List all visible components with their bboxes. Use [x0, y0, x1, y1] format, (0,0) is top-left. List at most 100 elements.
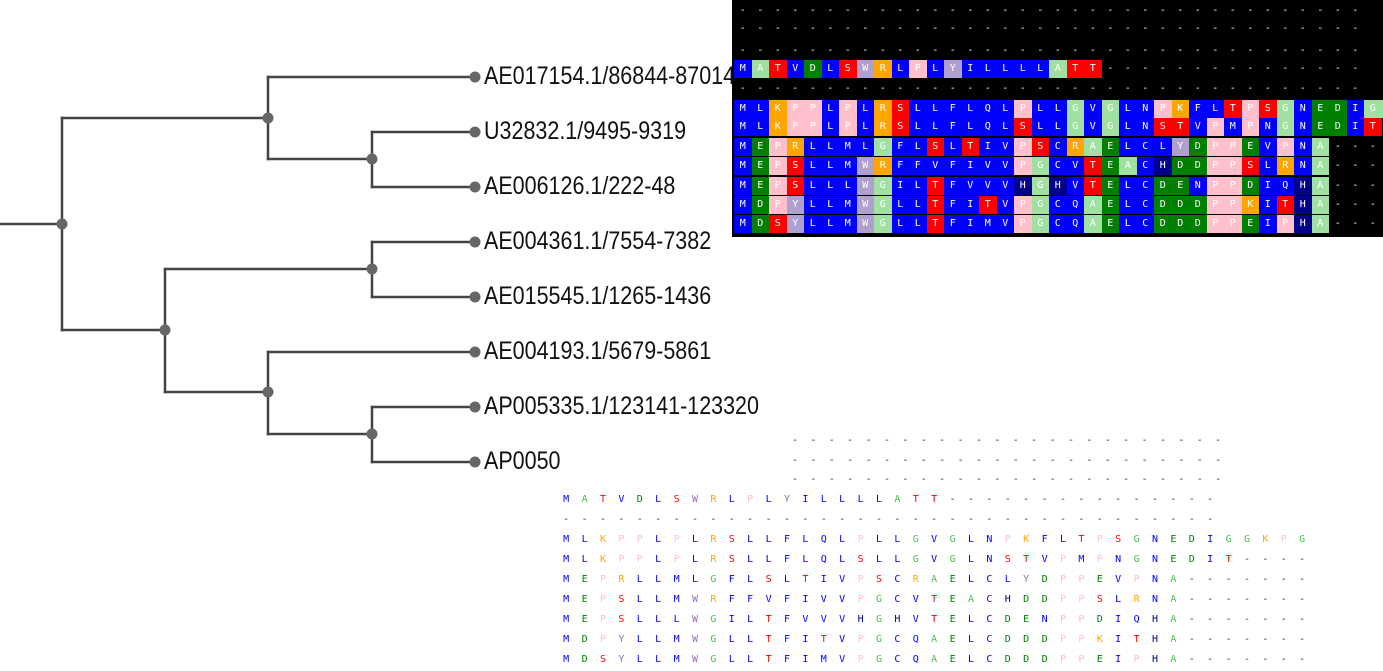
alignment-text-cell: - — [1262, 654, 1269, 665]
alignment-cell: P — [1206, 138, 1224, 156]
tree-leaf-label: AE015545.1/1265-1436 — [484, 282, 712, 310]
alignment-cell: N — [1259, 118, 1277, 136]
alignment-text-cell: E — [1170, 534, 1177, 545]
alignment-cell: I — [1259, 215, 1277, 233]
alignment-cell: - — [1159, 5, 1166, 16]
alignment-cell: L — [856, 118, 874, 136]
alignment-cell: - — [1212, 83, 1219, 94]
alignment-cell: - — [1019, 45, 1026, 56]
alignment-cell: D — [1171, 196, 1189, 214]
alignment-text-cell: L — [747, 574, 754, 585]
alignment-cell: - — [739, 45, 746, 56]
alignment-text-cell: D — [1023, 654, 1030, 665]
alignment-cell: P — [1154, 100, 1172, 118]
alignment-cell: L — [821, 138, 839, 156]
alignment-text-cell: - — [1031, 435, 1038, 446]
alignment-cell: G — [874, 138, 892, 156]
alignment-text-cell: L — [581, 534, 588, 545]
alignment-text-cell: K — [599, 534, 606, 545]
alignment-cell: F — [944, 100, 962, 118]
alignment-cell: - — [844, 83, 851, 94]
alignment-cell: P — [769, 177, 787, 195]
alignment-cell: M — [734, 100, 752, 118]
alignment-text-cell: P — [618, 534, 625, 545]
alignment-cell: T — [1066, 60, 1084, 78]
alignment-cell: - — [1107, 23, 1114, 34]
alignment-text-cell: V — [931, 554, 938, 565]
alignment-cell: H — [1294, 215, 1312, 233]
alignment-cell: L — [961, 100, 979, 118]
alignment-cell: P — [1241, 100, 1259, 118]
alignment-text-cell: S — [728, 534, 735, 545]
alignment-cell: T — [1171, 118, 1189, 136]
alignment-text-cell: L — [636, 574, 643, 585]
alignment-cell: G — [1276, 118, 1294, 136]
alignment-text-cell: P — [599, 634, 606, 645]
alignment-text-cell: L — [655, 494, 662, 505]
alignment-text-cell: - — [1012, 455, 1019, 466]
alignment-text-cell: M — [563, 654, 570, 665]
alignment-text-cell: - — [967, 494, 974, 505]
alignment-text-cell: - — [1170, 514, 1177, 525]
alignment-cell: P — [1014, 215, 1032, 233]
alignment-text-cell: D — [1096, 614, 1103, 625]
alignment-cell: - — [1334, 45, 1341, 56]
alignment-cell: E — [1311, 118, 1329, 136]
phylogenetic-tree — [0, 71, 481, 468]
alignment-cell: - — [1264, 5, 1271, 16]
alignment-text-cell: M — [820, 654, 827, 665]
alignment-text-cell: - — [1170, 494, 1177, 505]
alignment-cell: L — [1154, 138, 1172, 156]
alignment-cell: P — [1014, 100, 1032, 118]
alignment-text-cell: - — [1243, 554, 1250, 565]
alignment-text-cell: Q — [912, 634, 919, 645]
alignment-cell: - — [1299, 83, 1306, 94]
alignment-cell: - — [984, 45, 991, 56]
alignment-cell: - — [809, 23, 816, 34]
alignment-text-cell: - — [1151, 514, 1158, 525]
alignment-text-cell: D — [1023, 634, 1030, 645]
alignment-cell: - — [914, 45, 921, 56]
alignment-text-cell: - — [1225, 574, 1232, 585]
alignment-cell: M — [839, 215, 857, 233]
alignment-text-cell: K — [1096, 634, 1103, 645]
alignment-cell: A — [1311, 215, 1329, 233]
alignment-text-cell: - — [912, 514, 919, 525]
alignment-cell: S — [1241, 157, 1259, 175]
alignment-text-cell: S — [875, 574, 882, 585]
alignment-cell: D — [1154, 215, 1172, 233]
alignment-text-cell: D — [1041, 634, 1048, 645]
alignment-text-cell: G — [1133, 534, 1140, 545]
alignment-cell: S — [891, 118, 909, 136]
alignment-cell: A — [1311, 138, 1329, 156]
alignment-cell: - — [879, 23, 886, 34]
alignment-text-cell: A — [581, 494, 588, 505]
alignment-text-cell: - — [1188, 514, 1195, 525]
alignment-cell: - — [1282, 45, 1289, 56]
alignment-text-cell: L — [747, 634, 754, 645]
alignment-text-panel: ----------------------------------------… — [560, 432, 1383, 671]
alignment-cell: - — [897, 23, 904, 34]
alignment-cell: - — [1212, 45, 1219, 56]
alignment-text-cell: N — [1151, 534, 1158, 545]
alignment-cell: L — [1119, 118, 1137, 136]
alignment-cell: - — [792, 5, 799, 16]
alignment-cell: P — [1224, 196, 1242, 214]
alignment-text-cell: Y — [618, 634, 625, 645]
alignment-cell: - — [1142, 5, 1149, 16]
alignment-text-cell: D — [1041, 594, 1048, 605]
alignment-cell: - — [1352, 199, 1359, 210]
alignment-cell: - — [774, 83, 781, 94]
alignment-cell: L — [821, 177, 839, 195]
alignment-cell: V — [961, 177, 979, 195]
alignment-text-cell: - — [1067, 435, 1074, 446]
alignment-cell: - — [1159, 45, 1166, 56]
alignment-cell: P — [1206, 215, 1224, 233]
alignment-cell: - — [1159, 63, 1166, 74]
alignment-text-cell: A — [1170, 594, 1177, 605]
alignment-text-cell: - — [949, 514, 956, 525]
alignment-text-cell: L — [1004, 574, 1011, 585]
alignment-text-cell: L — [765, 494, 772, 505]
alignment-cell: G — [1031, 177, 1049, 195]
alignment-cell: - — [1317, 83, 1324, 94]
